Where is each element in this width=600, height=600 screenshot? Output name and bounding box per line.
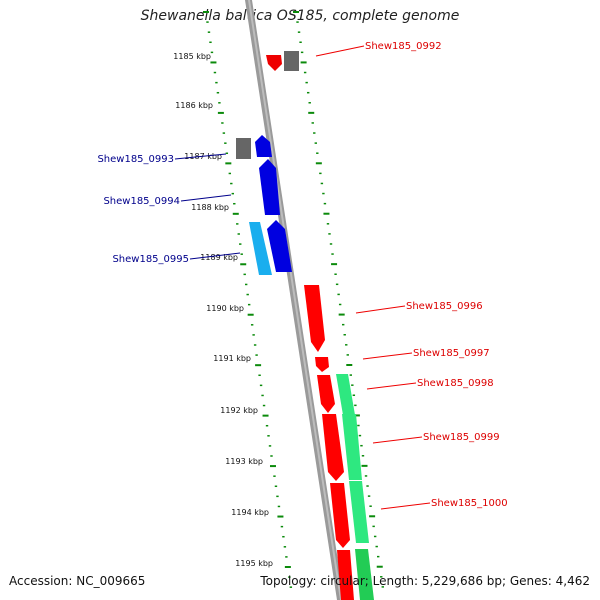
gene-arrow-forward [330, 483, 350, 548]
scale-label: 1190 kbp [206, 304, 244, 313]
gene-label[interactable]: Shew185_0996 [406, 301, 483, 312]
summary-text: Topology: circular; Length: 5,229,686 bp… [260, 574, 590, 588]
gene-label[interactable]: Shew185_1000 [431, 498, 508, 509]
gene-label[interactable]: Shew185_0995 [112, 254, 189, 265]
scale-label: 1195 kbp [235, 559, 273, 568]
scale-label: 1191 kbp [213, 354, 251, 363]
gene-block-other [236, 138, 251, 159]
gene-arrow-forward [266, 55, 282, 71]
gene-label[interactable]: Shew185_0998 [417, 378, 494, 389]
gene-arrow-forward [322, 414, 344, 481]
gene-block-forward [337, 550, 354, 600]
accession-text: Accession: NC_009665 [9, 574, 146, 588]
gene-label[interactable]: Shew185_0997 [413, 348, 490, 359]
gene-block-rna [349, 481, 369, 543]
gene-leader-line [362, 352, 413, 360]
gene-arrow-reverse [267, 220, 292, 272]
gene-leader-line [372, 436, 423, 444]
gene-arrow-forward [315, 357, 329, 372]
gene-block-rna [336, 374, 355, 415]
scale-label: 1189 kbp [200, 253, 238, 262]
gene-arrow-reverse [255, 135, 272, 157]
scale-label: 1185 kbp [173, 52, 211, 61]
scale-label: 1186 kbp [175, 101, 213, 110]
gene-arrow-forward [317, 375, 335, 413]
gene-label[interactable]: Shew185_0993 [97, 154, 174, 165]
gene-leader-line [189, 252, 241, 260]
gene-arrow-reverse [259, 159, 280, 215]
scale-label: 1193 kbp [225, 457, 263, 466]
gene-label[interactable]: Shew185_0992 [365, 41, 442, 52]
genome-backbone-highlight [248, 0, 342, 600]
gene-block-rna [355, 549, 374, 600]
outer-tick-ring-left [203, 11, 293, 588]
map-title: Shewanella baltica OS185, complete genom… [140, 8, 460, 24]
scale-label: 1194 kbp [231, 508, 269, 517]
scale-label: 1192 kbp [220, 406, 258, 415]
gene-block-reverse-light [249, 222, 272, 275]
gene-label[interactable]: Shew185_0999 [423, 432, 500, 443]
gene-label[interactable]: Shew185_0994 [103, 196, 180, 207]
gene-arrow-forward [304, 285, 325, 352]
gene-block-other [284, 51, 299, 71]
gene-leader-line [174, 153, 227, 160]
gene-block-rna [342, 414, 362, 480]
gene-leader-line [315, 45, 365, 57]
gene-leader-line [380, 502, 431, 510]
gene-leader-line [366, 382, 417, 390]
scale-label: 1188 kbp [191, 203, 229, 212]
gene-leader-line [355, 305, 406, 314]
outer-tick-ring-right [293, 11, 384, 588]
gene-leader-line [180, 194, 232, 202]
